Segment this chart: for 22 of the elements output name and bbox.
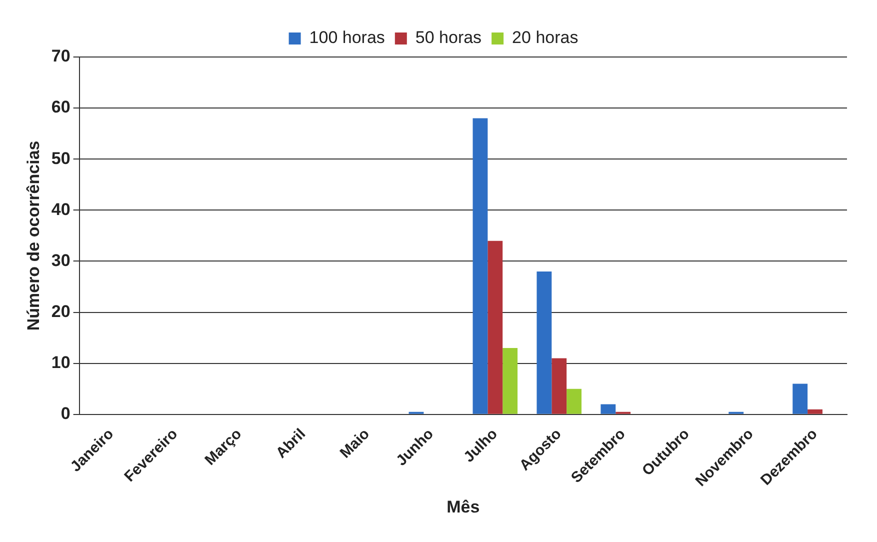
y-tick-label: 20 bbox=[51, 302, 70, 321]
bar bbox=[566, 388, 582, 414]
y-tick-label: 10 bbox=[51, 353, 70, 372]
bar bbox=[792, 384, 808, 414]
bar bbox=[600, 404, 616, 414]
legend-label: 20 horas bbox=[512, 28, 578, 48]
bar bbox=[502, 348, 518, 414]
y-tick-label: 50 bbox=[51, 148, 70, 168]
y-tick-label: 60 bbox=[51, 98, 70, 117]
legend-label: 50 horas bbox=[415, 28, 482, 48]
legend-label: 100 horas bbox=[309, 28, 385, 48]
y-tick-label: 0 bbox=[60, 404, 70, 424]
y-axis-title: Número de ocorrências bbox=[24, 140, 43, 331]
bar bbox=[472, 118, 488, 414]
x-axis-title: Mês bbox=[446, 497, 480, 516]
y-tick-label: 70 bbox=[51, 46, 70, 66]
y-tick-label: 40 bbox=[51, 200, 70, 219]
bar bbox=[808, 409, 822, 414]
bar bbox=[552, 358, 567, 414]
bar bbox=[488, 240, 503, 414]
bar bbox=[536, 271, 552, 414]
y-tick-label: 30 bbox=[51, 250, 70, 270]
